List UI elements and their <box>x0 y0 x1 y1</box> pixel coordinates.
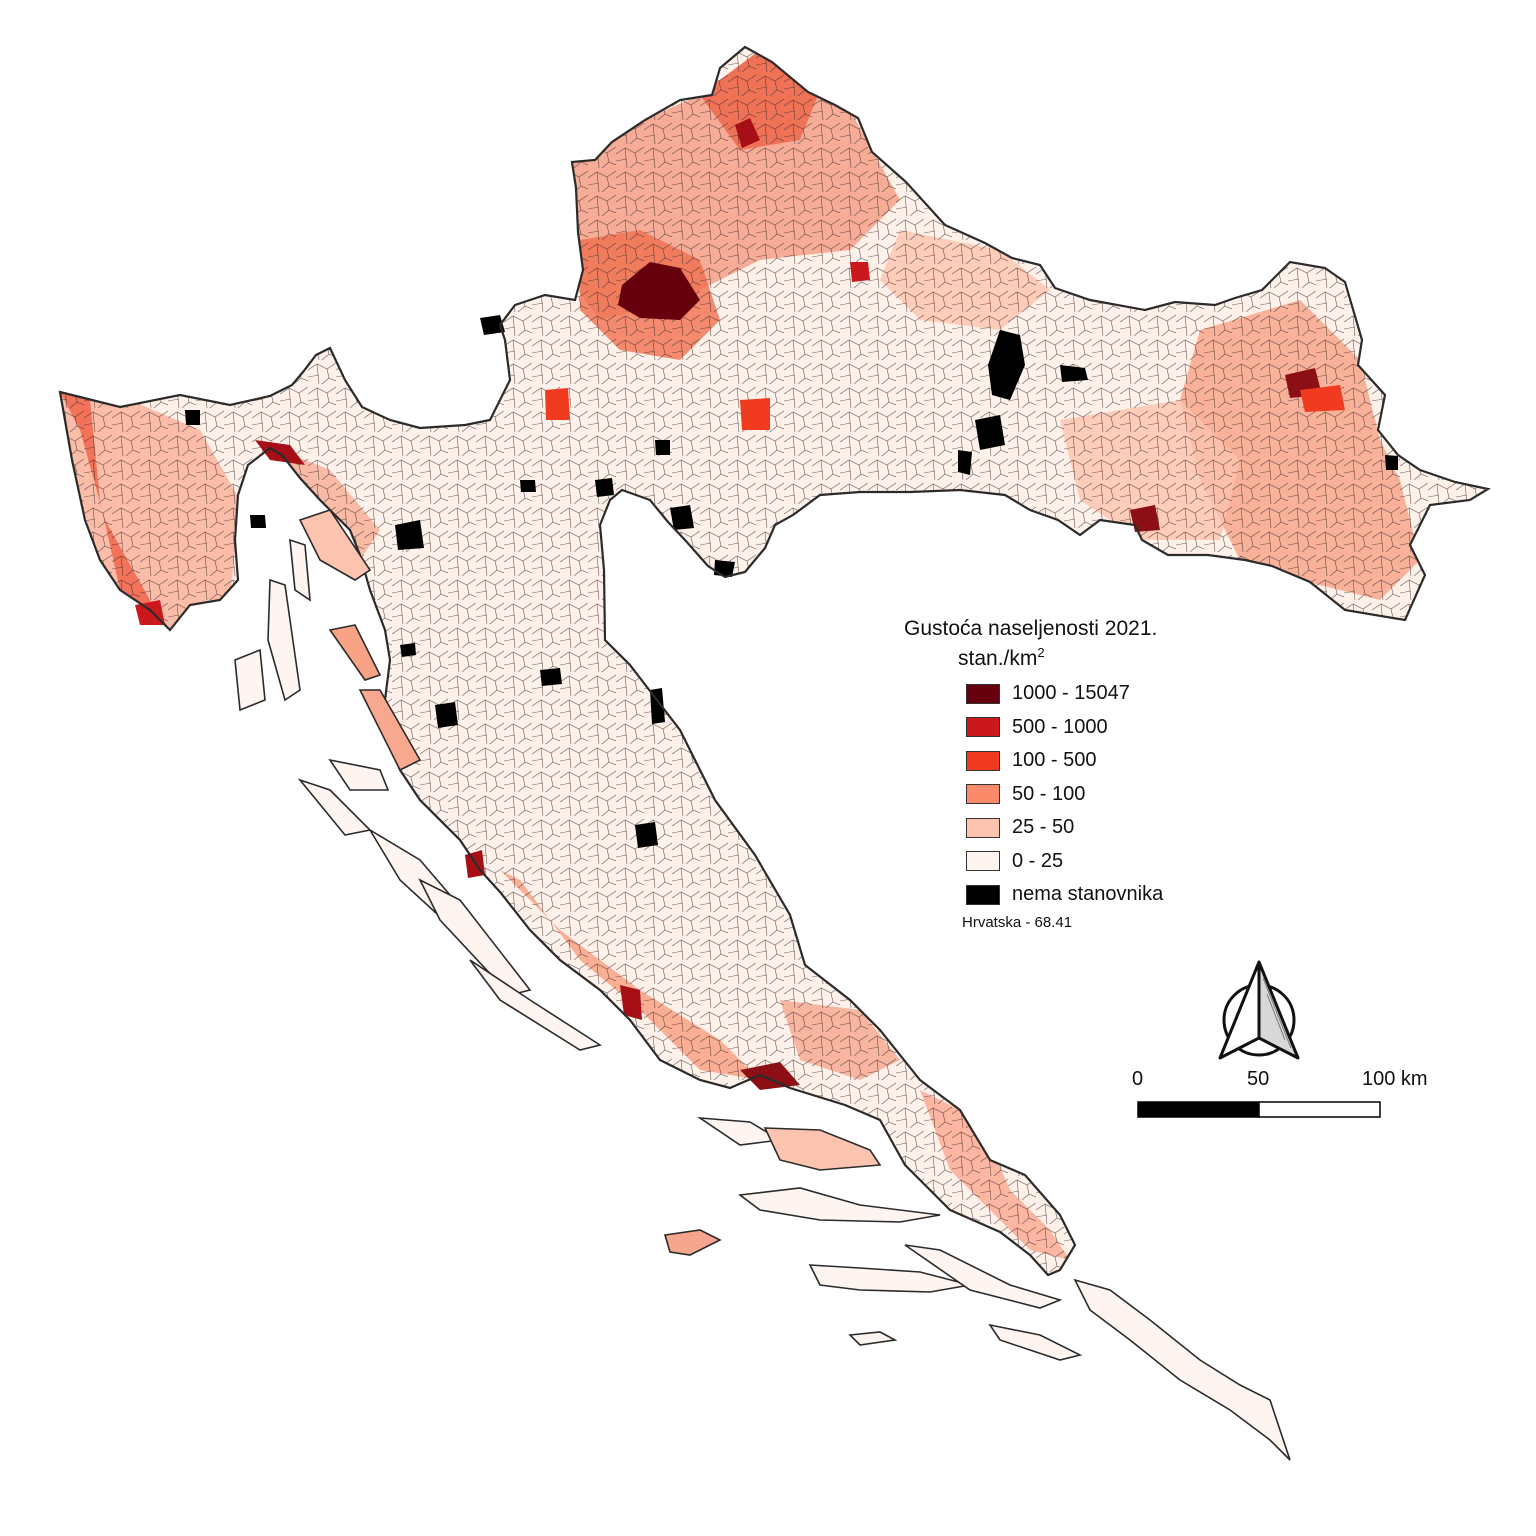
scale-bar <box>1137 1101 1381 1118</box>
legend-units: stan./km2 <box>958 641 1163 671</box>
legend-swatch <box>966 851 1000 872</box>
legend-item: 0 - 25 <box>966 845 1163 879</box>
legend-label: 50 - 100 <box>1012 782 1086 805</box>
legend-label: 0 - 25 <box>1012 849 1064 872</box>
scale-label-0: 0 <box>1132 1068 1144 1090</box>
legend-units-superscript: 2 <box>1037 645 1045 660</box>
legend-label: nema stanovnika <box>1012 883 1164 906</box>
legend-swatch <box>966 717 1000 738</box>
legend-items: 1000 - 15047 500 - 1000 100 - 500 50 - 100 2… <box>966 677 1163 912</box>
scale-bar-white-segment <box>1258 1101 1381 1118</box>
legend-note: Hrvatska - 68.41 <box>962 913 1073 931</box>
legend-swatch <box>966 683 1000 704</box>
legend-item: 1000 - 15047 <box>966 677 1163 711</box>
map-legend: Gustoća naseljenosti 2021. stan./km2 100… <box>904 617 1163 931</box>
legend-item: 50 - 100 <box>966 778 1163 812</box>
legend-label: 1000 - 15047 <box>1012 682 1130 705</box>
legend-label: 25 - 50 <box>1012 816 1075 839</box>
cities <box>135 118 1345 1385</box>
legend-item: 500 - 1000 <box>966 711 1163 745</box>
legend-swatch <box>966 784 1000 805</box>
north-arrow-icon <box>1218 960 1300 1060</box>
legend-units-text: stan./km <box>958 647 1038 670</box>
legend-label: 500 - 1000 <box>1012 715 1108 738</box>
legend-label: 100 - 500 <box>1012 749 1097 772</box>
scale-label-50: 50 <box>1247 1068 1270 1090</box>
scale-bar-black-segment <box>1137 1101 1260 1118</box>
legend-title: Gustoća naseljenosti 2021. <box>904 617 1158 640</box>
islands <box>234 509 1291 1461</box>
scale-label-100: 100 km <box>1362 1068 1428 1090</box>
legend-item: 25 - 50 <box>966 811 1163 845</box>
legend-item: nema stanovnika <box>966 878 1163 912</box>
legend-swatch <box>966 817 1000 838</box>
legend-swatch <box>966 750 1000 771</box>
zagreb-area <box>618 262 700 320</box>
legend-item: 100 - 500 <box>966 744 1163 778</box>
legend-swatch <box>966 884 1000 905</box>
